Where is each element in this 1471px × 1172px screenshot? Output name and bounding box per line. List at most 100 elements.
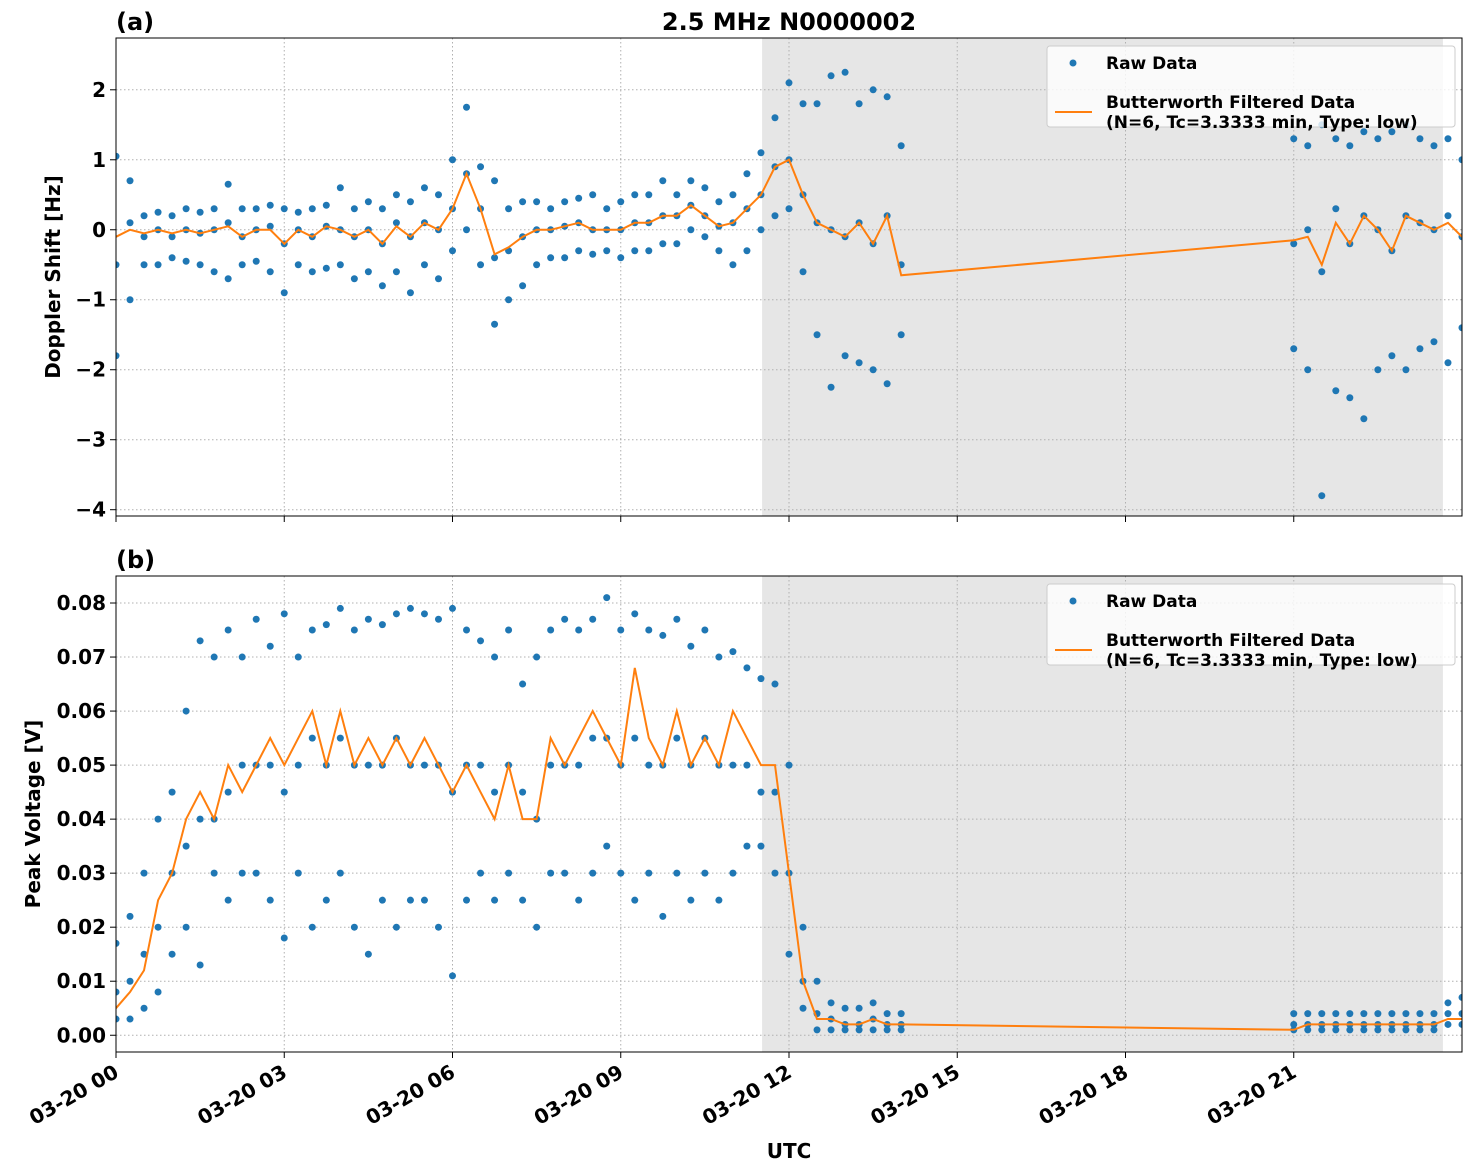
raw-point <box>491 177 499 185</box>
raw-point <box>855 1004 863 1012</box>
chart-title: 2.5 MHz N0000002 <box>662 8 916 36</box>
raw-point <box>743 664 751 672</box>
raw-point <box>336 869 344 877</box>
raw-point <box>757 226 765 234</box>
x-tick-label: 03-20 18 <box>1034 1060 1132 1130</box>
x-tick-label: 03-20 21 <box>1203 1060 1301 1130</box>
raw-point <box>378 896 386 904</box>
raw-point <box>406 289 414 297</box>
raw-point <box>631 191 639 199</box>
raw-point <box>743 170 751 178</box>
raw-point <box>154 208 162 216</box>
raw-point <box>238 205 246 213</box>
raw-point <box>224 788 232 796</box>
raw-point <box>238 653 246 661</box>
raw-point <box>1346 142 1354 150</box>
raw-point <box>434 615 442 623</box>
raw-point <box>140 869 148 877</box>
raw-point <box>210 653 218 661</box>
raw-point <box>126 1015 134 1023</box>
raw-point <box>336 734 344 742</box>
raw-point <box>645 247 653 255</box>
legend: Raw Data Butterworth Filtered Data (N=6, T… <box>1046 45 1456 133</box>
panel-label: (a) <box>116 8 154 36</box>
raw-point <box>1332 1026 1340 1034</box>
raw-point <box>350 275 358 283</box>
raw-point <box>406 198 414 206</box>
y-tick-label: 0.02 <box>57 915 106 939</box>
raw-point <box>869 999 877 1007</box>
panel: −4 −3 −2 −1 0 1 2 (a) 2.5 MHz N0000002 Doppler Sh… <box>41 8 1463 522</box>
raw-point <box>659 631 667 639</box>
raw-point <box>336 604 344 612</box>
raw-point <box>505 869 513 877</box>
legend-label: Raw Data <box>1106 54 1197 74</box>
raw-point <box>645 761 653 769</box>
raw-point <box>589 869 597 877</box>
raw-point <box>1416 135 1424 143</box>
raw-point <box>659 177 667 185</box>
raw-point <box>785 761 793 769</box>
raw-point <box>1444 999 1452 1007</box>
raw-point <box>1290 135 1298 143</box>
y-tick-label: 1 <box>92 148 106 172</box>
raw-point <box>771 680 779 688</box>
raw-point <box>364 761 372 769</box>
raw-point <box>659 912 667 920</box>
raw-point <box>897 142 905 150</box>
raw-point <box>420 761 428 769</box>
raw-point <box>883 1010 891 1018</box>
legend-marker <box>1069 59 1077 67</box>
raw-point <box>1360 128 1368 136</box>
raw-point <box>645 626 653 634</box>
x-tick-label: 03-20 06 <box>361 1060 459 1130</box>
raw-point <box>308 734 316 742</box>
raw-point <box>280 788 288 796</box>
raw-point <box>266 222 274 230</box>
raw-point <box>491 896 499 904</box>
raw-point <box>294 208 302 216</box>
raw-point <box>322 621 330 629</box>
raw-point <box>827 383 835 391</box>
y-tick-label: 0.04 <box>57 807 106 831</box>
raw-point <box>855 1026 863 1034</box>
raw-point <box>1388 1010 1396 1018</box>
raw-point <box>897 331 905 339</box>
raw-point <box>771 212 779 220</box>
raw-point <box>883 93 891 101</box>
raw-point <box>547 761 555 769</box>
raw-point <box>491 254 499 262</box>
raw-point <box>392 610 400 618</box>
raw-point <box>533 653 541 661</box>
raw-point <box>406 604 414 612</box>
raw-point <box>210 869 218 877</box>
raw-point <box>729 761 737 769</box>
raw-point <box>547 626 555 634</box>
raw-point <box>813 977 821 985</box>
raw-point <box>196 815 204 823</box>
raw-point <box>897 1026 905 1034</box>
raw-point <box>280 610 288 618</box>
raw-point <box>350 923 358 931</box>
raw-point <box>841 1004 849 1012</box>
raw-point <box>1304 1010 1312 1018</box>
raw-point <box>126 219 134 227</box>
raw-point <box>841 352 849 360</box>
raw-point <box>1402 1010 1410 1018</box>
raw-point <box>1290 1020 1298 1028</box>
raw-point <box>575 761 583 769</box>
raw-point <box>196 208 204 216</box>
raw-point <box>673 734 681 742</box>
raw-point <box>1360 1010 1368 1018</box>
raw-point <box>420 896 428 904</box>
filtered-line <box>116 158 1462 277</box>
raw-point <box>771 114 779 122</box>
raw-point <box>420 261 428 269</box>
raw-point <box>547 254 555 262</box>
raw-point <box>687 896 695 904</box>
raw-point <box>631 247 639 255</box>
raw-point <box>1332 387 1340 395</box>
raw-point <box>631 896 639 904</box>
raw-point <box>855 359 863 367</box>
